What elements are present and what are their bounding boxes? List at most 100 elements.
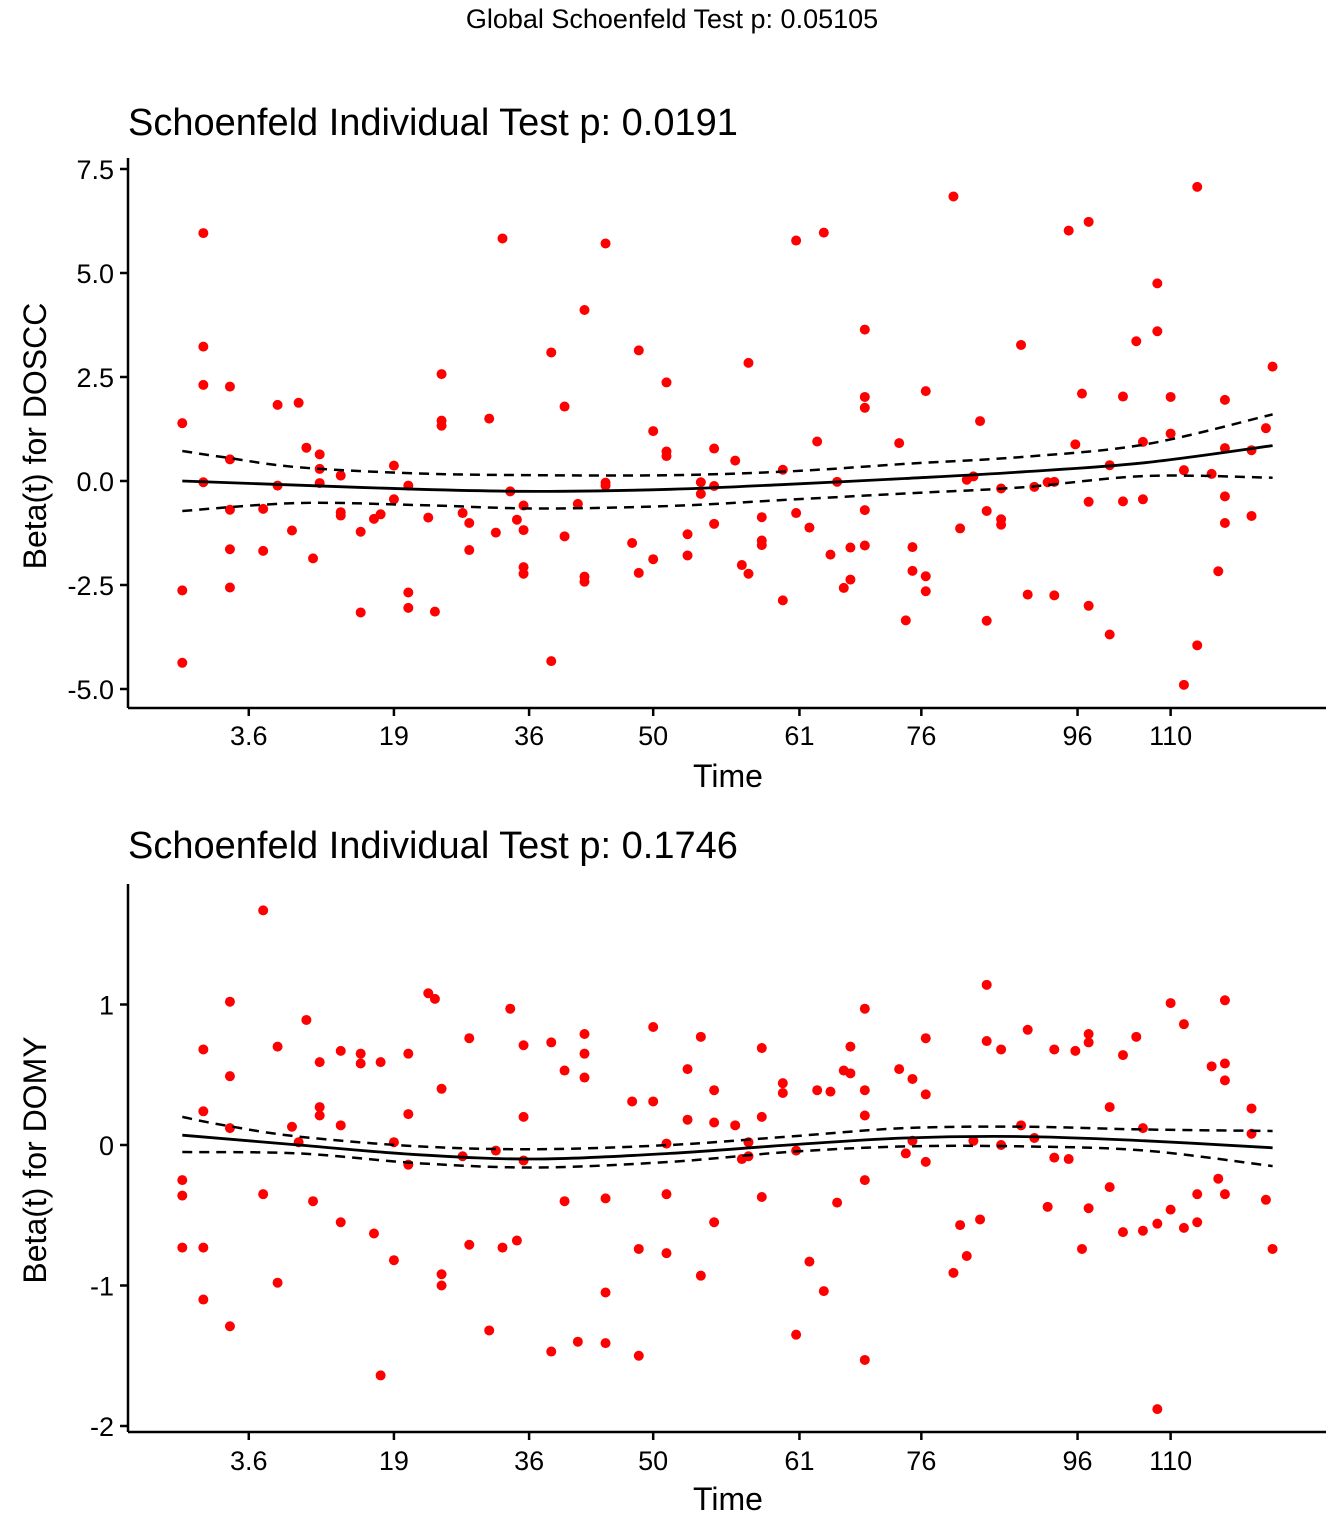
residual-point	[368, 1228, 379, 1239]
residual-point	[559, 1065, 570, 1076]
residual-point	[859, 540, 870, 551]
residual-point	[894, 1064, 905, 1075]
residual-point	[375, 1057, 386, 1068]
residual-point	[845, 542, 856, 553]
residual-point	[791, 235, 802, 246]
residual-point	[198, 228, 209, 239]
residual-point	[429, 993, 440, 1004]
residual-point	[272, 1041, 283, 1052]
chart-panel-2: Schoenfeld Individual Test p: 0.1746 -2 -1…	[17, 825, 1326, 1517]
x-axis-label: Time	[693, 1481, 763, 1517]
residual-point	[293, 397, 304, 408]
residual-point	[308, 553, 319, 564]
residual-point	[975, 416, 986, 427]
y-tick-label: 0.0	[76, 467, 114, 497]
residual-point	[777, 1088, 788, 1099]
residual-point	[709, 1217, 720, 1228]
residual-point	[198, 1294, 209, 1305]
x-tick-label: 61	[784, 1446, 814, 1476]
residual-point	[859, 1354, 870, 1365]
residual-point	[920, 586, 931, 597]
residual-point	[375, 509, 386, 520]
x-tick-label: 36	[514, 721, 544, 751]
residual-point	[1016, 1120, 1027, 1131]
residual-point	[1063, 225, 1074, 236]
residual-point	[224, 1071, 235, 1082]
residual-point	[600, 1193, 611, 1204]
residual-point	[436, 1280, 447, 1291]
residual-point	[403, 587, 414, 598]
residual-point	[1152, 326, 1163, 337]
residual-point	[224, 996, 235, 1007]
residual-point	[804, 522, 815, 533]
residual-point	[920, 1089, 931, 1100]
residual-point	[1219, 491, 1230, 502]
y-tick-label: 1	[99, 991, 114, 1021]
residual-point	[224, 1321, 235, 1332]
residual-point	[464, 518, 475, 529]
y-axis-label: Beta(t) for DOMY	[17, 1036, 53, 1283]
residual-point	[818, 1286, 829, 1297]
x-tick-label: 36	[514, 1446, 544, 1476]
x-tick-label: 3.6	[230, 1446, 268, 1476]
residual-point	[546, 1037, 557, 1048]
residual-point	[286, 1121, 297, 1132]
residual-point	[335, 510, 346, 521]
residual-point	[1206, 1061, 1217, 1072]
residual-point	[1178, 1019, 1189, 1030]
residual-point	[1070, 1045, 1081, 1056]
residual-point	[695, 1031, 706, 1042]
residual-point	[695, 488, 706, 499]
residual-point	[1016, 339, 1027, 350]
residual-point	[1192, 1189, 1203, 1200]
residual-point	[736, 560, 747, 571]
residual-point	[648, 1021, 659, 1032]
beta-fit-line	[182, 444, 1273, 493]
residual-point	[756, 1043, 767, 1054]
residual-point	[1083, 1029, 1094, 1040]
residual-point	[355, 1058, 366, 1069]
residual-point	[730, 455, 741, 466]
ci-upper-line	[182, 1115, 1273, 1151]
residual-point	[695, 1270, 706, 1281]
residual-point	[1165, 1204, 1176, 1215]
residual-point	[600, 1338, 611, 1349]
residual-point	[301, 1014, 312, 1025]
residual-point	[682, 1064, 693, 1075]
residual-point	[600, 1287, 611, 1298]
residual-point	[756, 1191, 767, 1202]
residual-point	[1083, 216, 1094, 227]
residual-point	[1063, 1154, 1074, 1165]
residual-point	[177, 585, 188, 596]
residual-point	[627, 1096, 638, 1107]
residual-point	[518, 1040, 529, 1051]
residual-point	[1219, 394, 1230, 405]
residual-point	[1192, 181, 1203, 192]
residual-point	[1022, 1024, 1033, 1035]
residual-point	[682, 1114, 693, 1125]
residual-point	[308, 1196, 319, 1207]
residual-point	[1049, 1044, 1060, 1055]
residual-point	[730, 1120, 741, 1131]
x-tick-label: 96	[1063, 1446, 1093, 1476]
residual-point	[1152, 1404, 1163, 1415]
residual-point	[1213, 566, 1224, 577]
residual-point	[388, 494, 399, 505]
residual-point	[756, 512, 767, 523]
residual-point	[518, 568, 529, 579]
residual-point	[791, 1329, 802, 1340]
residual-point	[572, 1336, 583, 1347]
ci-lower-line	[182, 1144, 1273, 1169]
residual-point	[709, 443, 720, 454]
y-tick-label: 2.5	[76, 363, 114, 393]
residual-point	[1165, 428, 1176, 439]
residual-point	[743, 568, 754, 579]
residual-point	[314, 1057, 325, 1068]
residual-point	[403, 1109, 414, 1120]
residual-point	[1192, 1217, 1203, 1228]
residual-point	[579, 1048, 590, 1059]
residual-point	[1083, 1037, 1094, 1048]
residual-point	[272, 399, 283, 410]
residual-point	[1049, 590, 1060, 601]
residual-point	[845, 1068, 856, 1079]
